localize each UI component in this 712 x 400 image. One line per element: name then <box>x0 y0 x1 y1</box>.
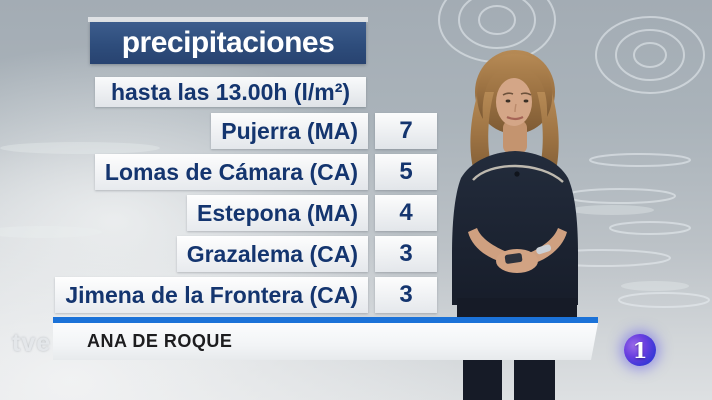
lower-third-box: ANA DE ROQUE <box>53 323 598 360</box>
table-row: Jimena de la Frontera (CA) 3 <box>0 277 437 313</box>
table-row: Lomas de Cámara (CA) 5 <box>0 154 437 190</box>
lower-third-banner: ANA DE ROQUE <box>53 317 598 360</box>
row-name: Estepona (MA) <box>187 195 368 231</box>
panel-title-bar: precipitaciones <box>88 17 368 64</box>
water-ripples-decor <box>438 0 710 308</box>
row-value: 5 <box>375 154 437 190</box>
presenter-name: ANA DE ROQUE <box>87 331 233 351</box>
panel-title: precipitaciones <box>121 26 335 59</box>
row-value: 7 <box>375 113 437 149</box>
precip-rows: Pujerra (MA) 7 Lomas de Cámara (CA) 5 Es… <box>0 113 437 318</box>
row-value: 4 <box>375 195 437 231</box>
row-value: 3 <box>375 236 437 272</box>
table-row: Grazalema (CA) 3 <box>0 236 437 272</box>
row-name: Jimena de la Frontera (CA) <box>55 277 368 313</box>
row-value: 3 <box>375 277 437 313</box>
row-name: Lomas de Cámara (CA) <box>94 154 368 190</box>
lower-third-accent-line <box>53 317 598 323</box>
table-row: Estepona (MA) 4 <box>0 195 437 231</box>
table-row: Pujerra (MA) 7 <box>0 113 437 149</box>
tve-watermark-logo: tve <box>12 329 52 357</box>
row-name: Pujerra (MA) <box>211 113 368 149</box>
la1-channel-logo: 1 <box>624 334 656 366</box>
row-name: Grazalema (CA) <box>176 236 368 272</box>
la1-channel-digit: 1 <box>632 337 648 363</box>
panel-subtitle-strip: hasta las 13.00h (l/m²) <box>95 77 366 107</box>
panel-subtitle: hasta las 13.00h (l/m²) <box>110 78 351 105</box>
water-ripples-faint <box>0 142 689 291</box>
